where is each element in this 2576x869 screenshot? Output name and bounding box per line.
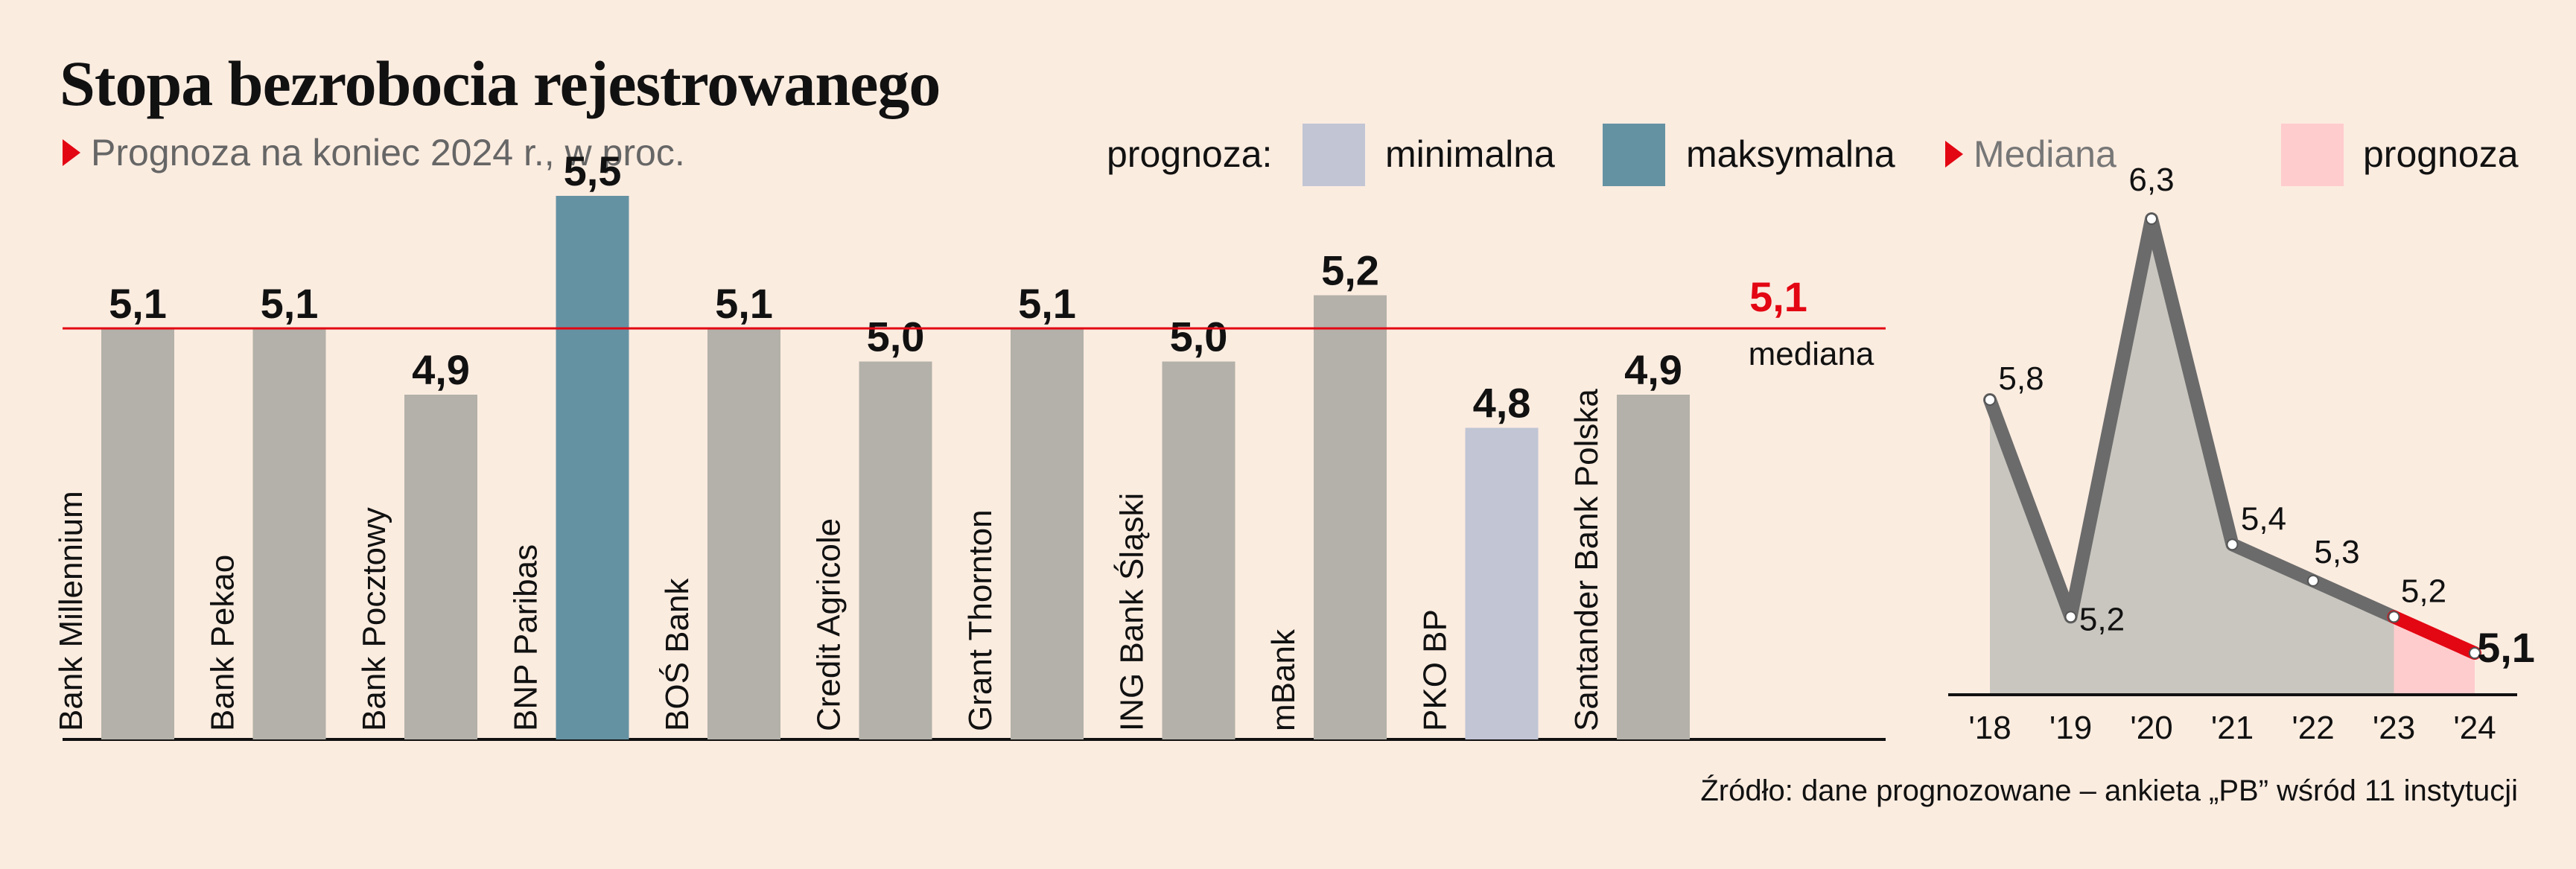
data-point	[2146, 213, 2157, 226]
legend-median: Mediana	[1945, 133, 2117, 176]
source-note: Źródło: dane prognozowane – ankieta „PB”…	[1700, 774, 2518, 807]
x-tick-label: '20	[2130, 710, 2172, 746]
x-tick-label: '18	[1968, 710, 2011, 746]
data-point	[2469, 647, 2481, 659]
point-value-label: 5,4	[2241, 500, 2286, 537]
bar-value-label: 5,2	[1321, 247, 1379, 294]
category-label: BOŚ Bank	[658, 578, 696, 731]
legend-label-min: minimalna	[1385, 133, 1555, 175]
area-historic	[1990, 219, 2394, 695]
bar-value-label: 5,0	[1170, 313, 1228, 360]
point-value-label: 5,3	[2314, 534, 2359, 570]
bar	[1011, 328, 1084, 739]
chart-subtitle: Prognoza na koniec 2024 r., w proc.	[63, 131, 685, 174]
bar-value-label: 4,9	[412, 346, 470, 393]
bar-value-label: 5,1	[715, 280, 773, 327]
bar-value-label: 5,1	[109, 280, 167, 327]
point-value-label: 6,3	[2128, 162, 2174, 198]
x-tick-label: '23	[2373, 710, 2415, 746]
bar-value-label: 5,0	[867, 313, 925, 360]
triangle-marker-icon	[63, 139, 80, 166]
category-label: Santander Bank Polska	[1568, 389, 1605, 731]
bar	[1162, 361, 1235, 739]
data-point	[2064, 611, 2077, 623]
bar	[859, 361, 932, 739]
bar-value-label: 5,1	[1018, 280, 1076, 327]
legend-swatch-forecast	[2281, 124, 2344, 186]
point-value-label: 5,2	[2401, 573, 2446, 609]
bar	[1465, 427, 1539, 739]
series-line-forecast	[2387, 610, 2481, 660]
bar-value-label: 4,9	[1624, 346, 1682, 393]
bar	[556, 196, 629, 739]
legend-label-forecast: prognoza	[2363, 133, 2519, 175]
bar	[707, 328, 780, 739]
legend-swatch-max	[1603, 124, 1665, 186]
bar-value-label: 5,5	[564, 147, 622, 194]
area-forecast	[2394, 617, 2475, 695]
data-point	[2388, 611, 2400, 623]
subtitle-text: Prognoza na koniec 2024 r., w proc.	[91, 132, 685, 174]
median-value-label: 5,1	[1749, 273, 1807, 320]
bar	[101, 328, 174, 739]
bar	[1617, 395, 1690, 739]
category-label: Bank Pekao	[205, 555, 241, 731]
category-label: ING Bank Śląski	[1113, 493, 1151, 731]
bar-value-label: 5,1	[261, 280, 319, 327]
point-value-label: 5,1	[2477, 624, 2535, 671]
x-tick-label: '21	[2211, 710, 2254, 746]
x-tick-label: '19	[2049, 710, 2092, 746]
triangle-marker-icon	[1945, 141, 1963, 168]
legend-prefix: prognoza:	[1107, 133, 1273, 175]
legend-label-median: Mediana	[1974, 133, 2117, 175]
category-label: Bank Millennium	[53, 491, 89, 731]
data-point	[2307, 574, 2319, 587]
x-tick-label: '24	[2453, 710, 2496, 746]
median-caption: mediana	[1749, 336, 1874, 372]
legend-label-max: maksymalna	[1686, 133, 1895, 175]
point-value-label: 5,8	[1998, 360, 2044, 397]
category-label: PKO BP	[1417, 609, 1454, 731]
data-point	[2226, 538, 2239, 551]
category-label: mBank	[1265, 628, 1302, 731]
chart-title: Stopa bezrobocia rejestrowanego	[60, 48, 941, 119]
bar	[252, 328, 326, 739]
data-point	[1984, 393, 1996, 406]
x-tick-label: '22	[2292, 710, 2334, 746]
legend-swatch-min	[1303, 124, 1365, 186]
category-label: Grant Thornton	[962, 509, 999, 731]
category-label: Credit Agricole	[811, 518, 847, 731]
bar-value-label: 4,8	[1473, 380, 1531, 427]
point-value-label: 5,2	[2079, 601, 2125, 637]
series-line-historic	[1983, 212, 2401, 624]
bar	[1314, 295, 1387, 739]
category-label: Bank Pocztowy	[356, 507, 392, 731]
bar	[404, 395, 477, 739]
category-label: BNP Paribas	[508, 544, 544, 731]
